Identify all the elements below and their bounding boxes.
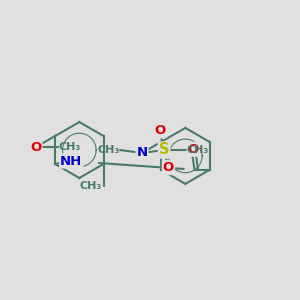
Text: CH₃: CH₃ — [58, 142, 80, 152]
Text: O: O — [163, 161, 174, 174]
Text: O: O — [30, 141, 42, 154]
Text: S: S — [159, 142, 169, 158]
Text: NH: NH — [60, 154, 82, 167]
Text: O: O — [188, 143, 199, 156]
Text: CH₃: CH₃ — [186, 145, 208, 155]
Text: CH₃: CH₃ — [80, 181, 102, 191]
Text: N: N — [136, 146, 148, 159]
Text: CH₃: CH₃ — [97, 145, 119, 155]
Text: O: O — [154, 124, 165, 137]
